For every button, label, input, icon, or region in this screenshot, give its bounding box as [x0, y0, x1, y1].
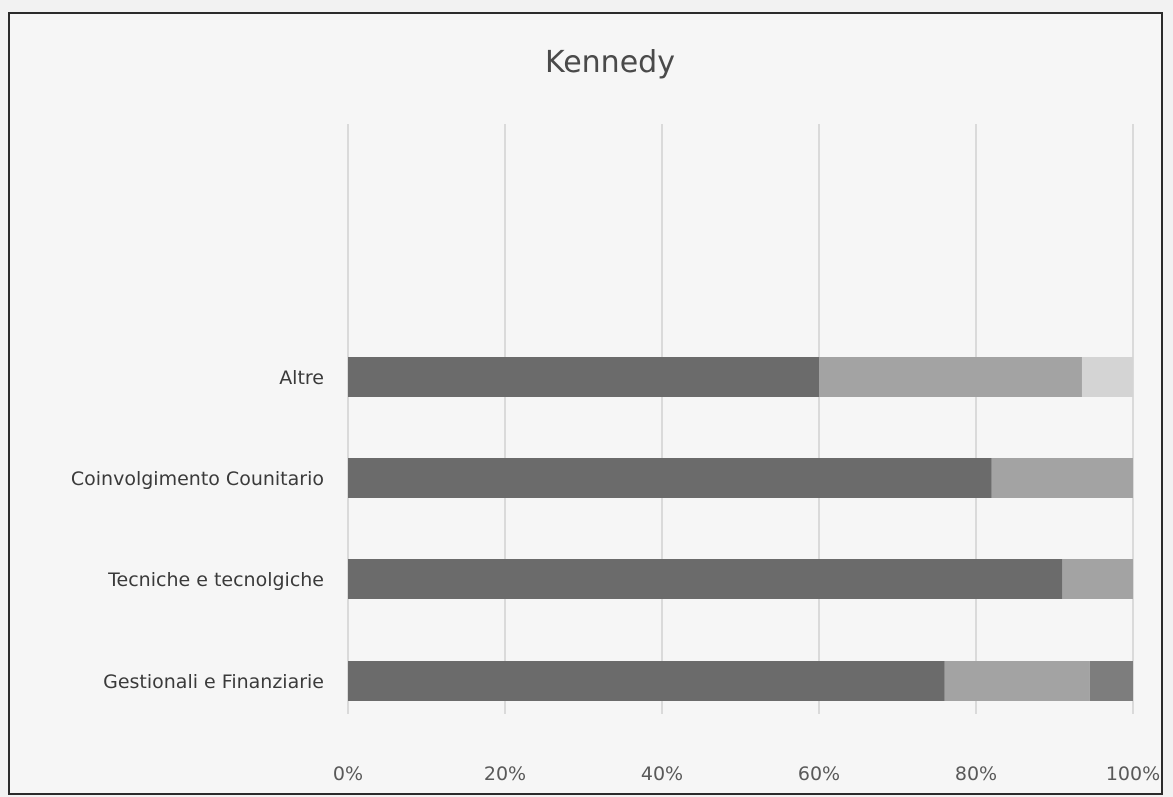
- bar-segment: [1081, 357, 1133, 397]
- x-tick-label: 60%: [798, 763, 840, 785]
- bar-segment: [348, 458, 992, 498]
- category-label: Gestionali e Finanziarie: [103, 671, 324, 693]
- chart-frame: Altre Coinvolgimento Counitario Tecniche e…: [8, 12, 1163, 795]
- bar-segment: [991, 458, 1133, 498]
- category-label: Altre: [279, 367, 324, 389]
- bar-segment: [348, 357, 819, 397]
- bar-segment: [348, 559, 1063, 599]
- category-label: Tecniche e tecnolgiche: [107, 569, 324, 591]
- x-tick-label: 40%: [641, 763, 683, 785]
- bars: [348, 357, 1133, 701]
- category-label: Coinvolgimento Counitario: [71, 468, 324, 490]
- x-tick-label: 0%: [333, 763, 363, 785]
- x-tick-label: 20%: [484, 763, 526, 785]
- x-axis-ticks: 0% 20% 40% 60% 80% 100%: [333, 763, 1160, 785]
- bar-segment: [1062, 559, 1133, 599]
- chart-title: Kennedy: [545, 45, 675, 80]
- bar-chart: Altre Coinvolgimento Counitario Tecniche e…: [71, 45, 1160, 785]
- bar-segment: [348, 661, 945, 701]
- bar-segment: [819, 357, 1082, 397]
- x-tick-label: 100%: [1106, 763, 1160, 785]
- bar-segment: [1089, 661, 1133, 701]
- bar-segment: [944, 661, 1090, 701]
- gridlines: [347, 124, 1134, 714]
- x-tick-label: 80%: [955, 763, 997, 785]
- category-labels: Altre Coinvolgimento Counitario Tecniche e…: [71, 367, 324, 693]
